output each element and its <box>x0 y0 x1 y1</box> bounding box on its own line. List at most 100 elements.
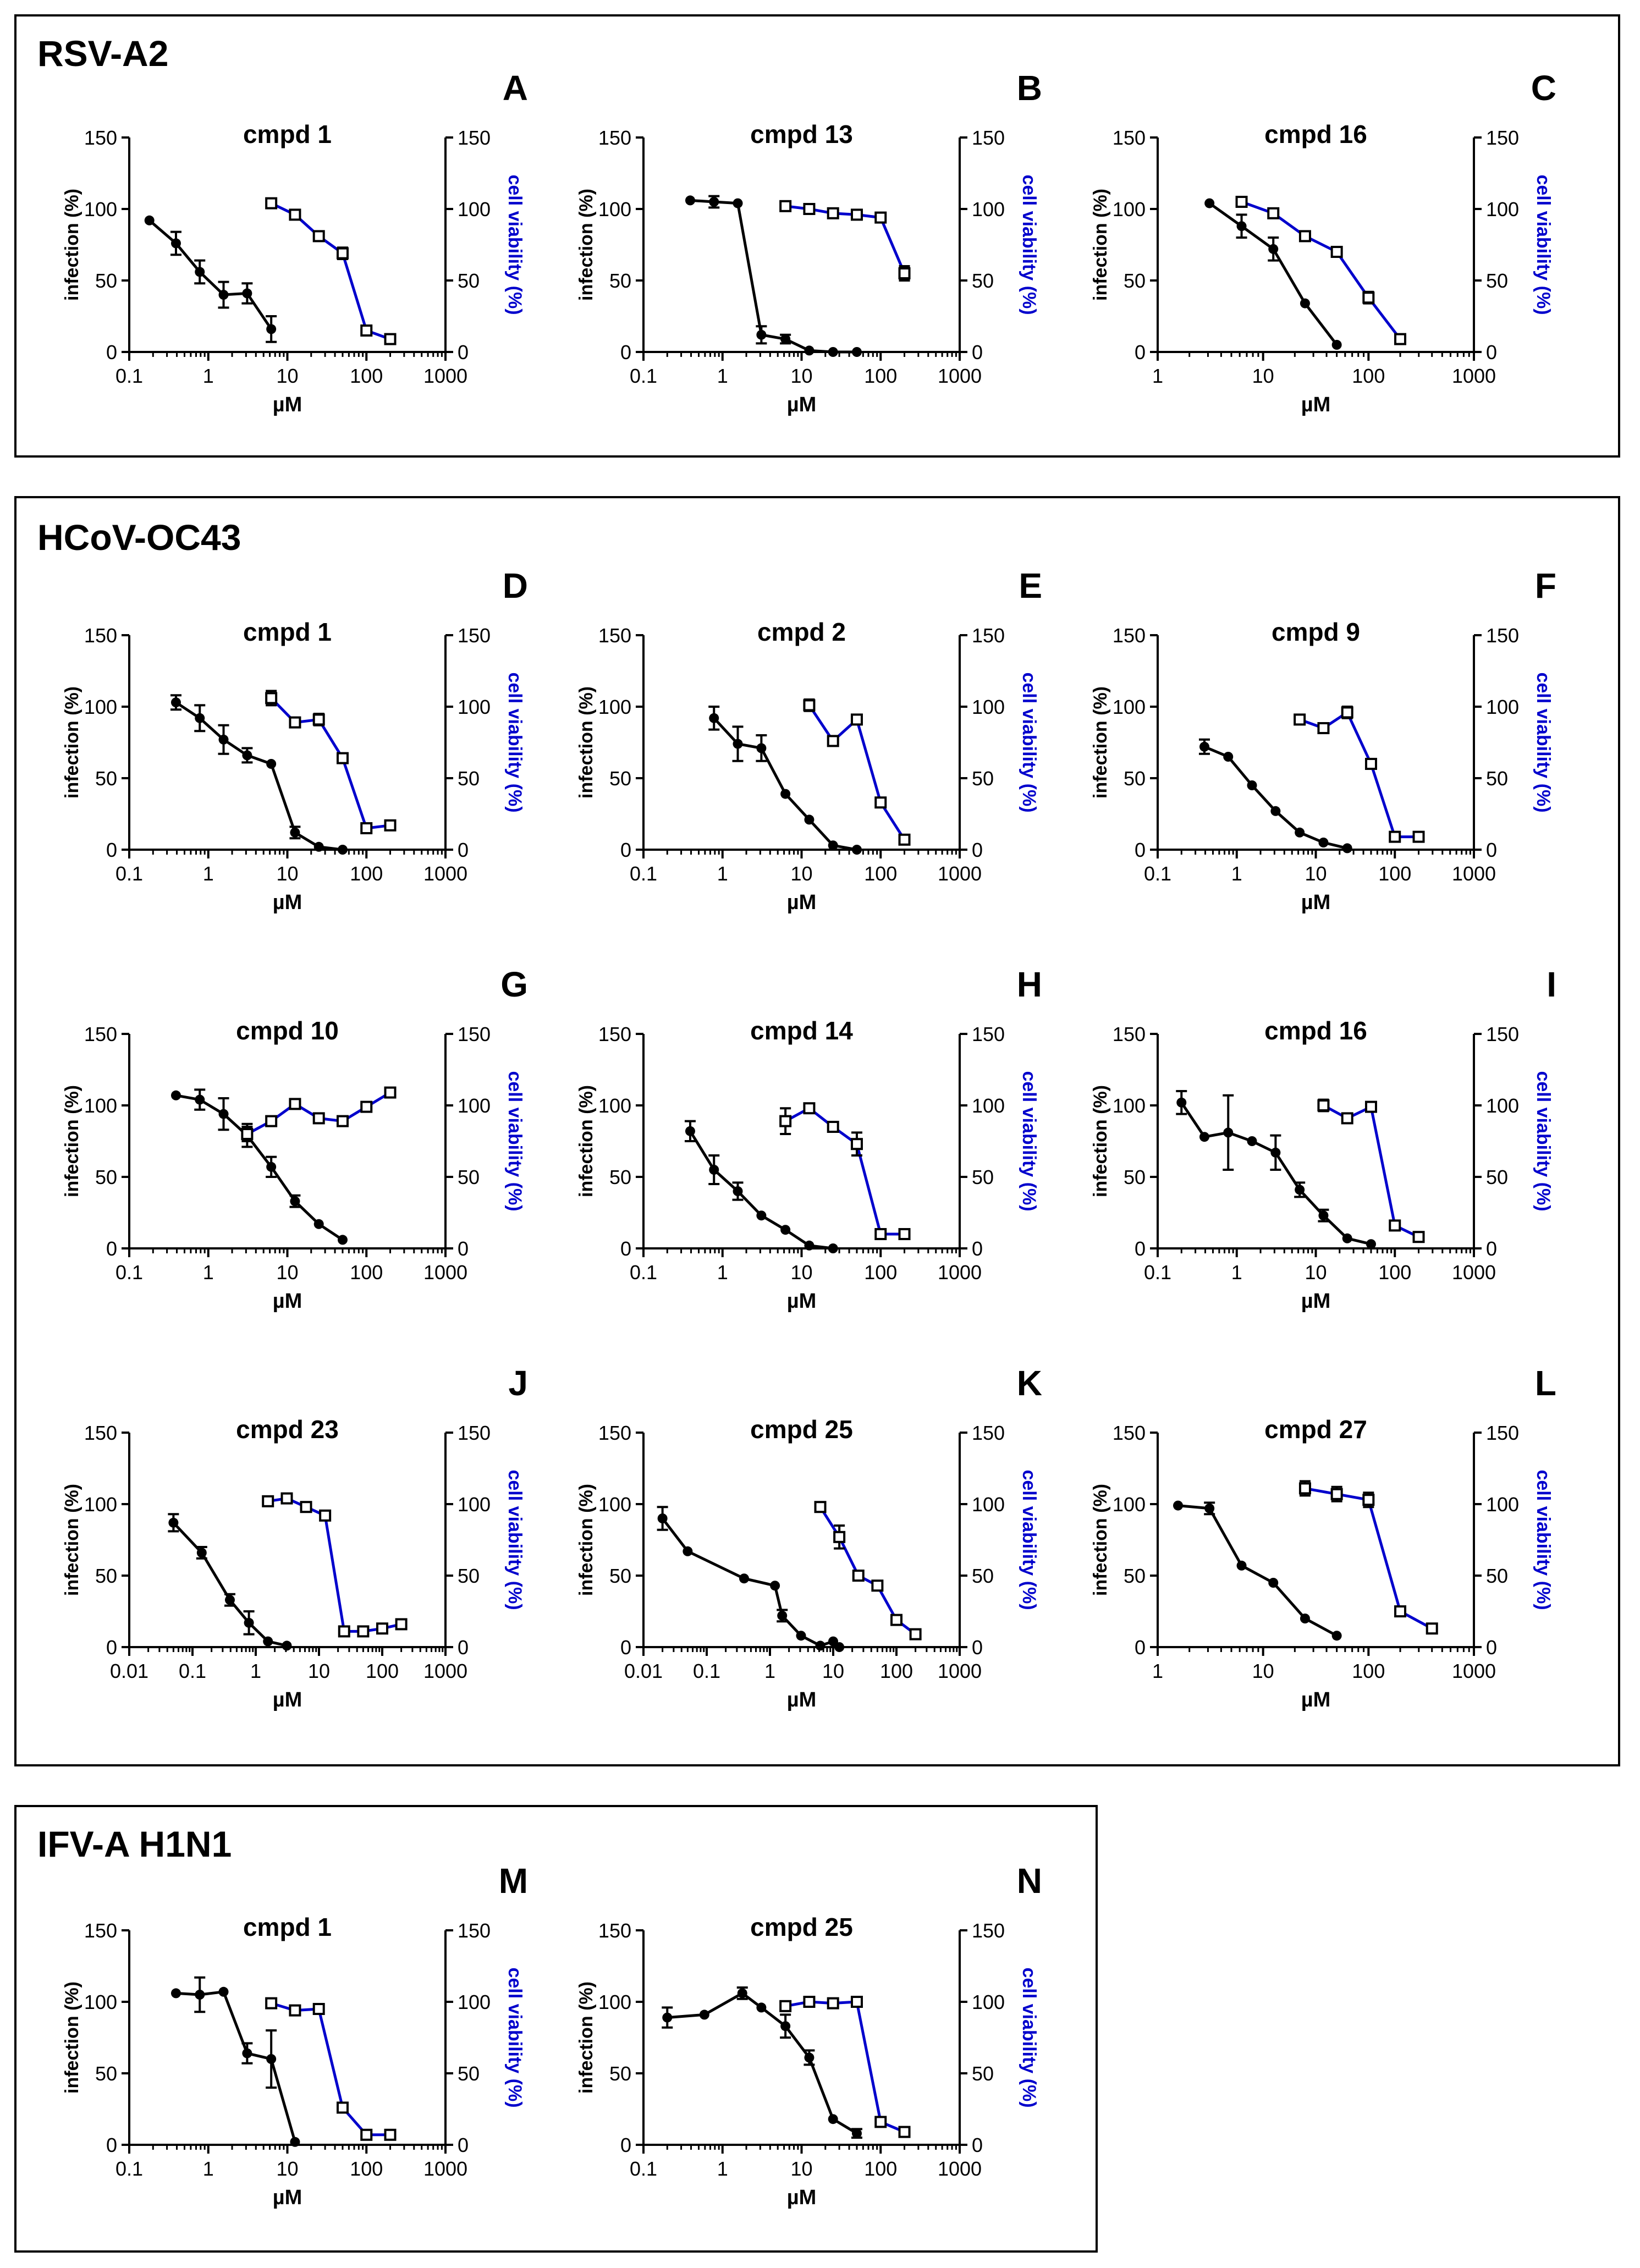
right-y-tick-label: 150 <box>458 624 491 647</box>
right-axis-label: cell viability (%) <box>504 1071 525 1211</box>
infection-point <box>1342 843 1352 854</box>
infection-point <box>1331 1631 1342 1641</box>
viability-point <box>289 208 301 221</box>
x-tick-label: 0.1 <box>630 1261 657 1284</box>
viability-point <box>384 1086 397 1099</box>
viability-point <box>1394 333 1407 345</box>
chart-title: cmpd 10 <box>236 1016 339 1045</box>
viability-point <box>338 1625 350 1638</box>
viability-point <box>1341 1112 1353 1125</box>
infection-point <box>851 845 862 855</box>
right-y-tick-label: 0 <box>1486 839 1497 861</box>
x-tick-label: 100 <box>1378 862 1411 885</box>
viability-point <box>312 2003 325 2015</box>
left-axis-label: infection (%) <box>1090 1085 1111 1197</box>
viability-point <box>852 1570 865 1582</box>
left-axis-label: infection (%) <box>62 1484 82 1596</box>
x-axis-label: µM <box>273 393 302 416</box>
right-y-tick-label: 0 <box>1486 1237 1497 1260</box>
x-tick-label: 100 <box>864 862 897 885</box>
infection-point <box>709 197 719 207</box>
left-y-tick-label: 150 <box>1113 126 1146 149</box>
viability-series-line <box>1305 1487 1433 1630</box>
infection-point <box>224 1595 235 1605</box>
x-tick-label: 100 <box>864 2157 897 2180</box>
infection-point <box>1247 780 1257 790</box>
x-tick-label: 10 <box>276 2157 298 2180</box>
left-y-tick-label: 100 <box>598 1493 631 1516</box>
viability-point <box>384 819 397 832</box>
left-y-tick-label: 150 <box>598 1919 631 1942</box>
left-y-tick-label: 50 <box>1124 1565 1146 1587</box>
chart-title: cmpd 16 <box>1264 1016 1367 1045</box>
chart-title: cmpd 13 <box>750 120 853 148</box>
panel-letter: I <box>1547 965 1556 1004</box>
infection-point <box>834 1642 845 1652</box>
infection-series-line <box>148 219 273 330</box>
left-y-tick-label: 0 <box>620 839 631 861</box>
infection-point <box>290 2137 300 2147</box>
chart-title: cmpd 2 <box>757 618 846 646</box>
infection-series-line <box>690 199 857 354</box>
right-y-tick-label: 50 <box>458 1565 480 1587</box>
x-tick-label: 1 <box>203 2157 214 2180</box>
infection-point <box>733 198 743 208</box>
viability-point <box>874 1228 887 1240</box>
infection-series-line <box>1177 1504 1338 1637</box>
right-y-tick-label: 100 <box>1486 1493 1519 1516</box>
left-axis-label: infection (%) <box>576 189 597 301</box>
x-tick-label: 1000 <box>938 365 982 387</box>
right-y-tick-label: 50 <box>458 767 480 790</box>
x-tick-label: 1000 <box>423 862 467 885</box>
group-title-rsv-a2: RSV-A2 <box>37 33 169 74</box>
viability-series-line <box>267 1497 402 1633</box>
viability-point <box>300 1501 312 1513</box>
infection-point <box>1173 1500 1184 1511</box>
infection-point <box>804 2052 815 2063</box>
left-y-tick-label: 50 <box>609 269 631 292</box>
panel-letter: D <box>503 566 528 605</box>
x-axis-label: µM <box>273 2186 302 2209</box>
right-y-tick-label: 150 <box>1486 624 1519 647</box>
x-tick-label: 100 <box>350 862 383 885</box>
right-axis-label: cell viability (%) <box>504 174 525 315</box>
right-axis-label: cell viability (%) <box>1533 1071 1554 1211</box>
x-tick-label: 1 <box>1152 1660 1163 1682</box>
infection-point <box>1366 1239 1376 1249</box>
x-tick-label: 100 <box>880 1660 913 1682</box>
left-y-tick-label: 50 <box>609 1565 631 1587</box>
right-y-tick-label: 150 <box>972 1023 1005 1045</box>
x-tick-label: 10 <box>1252 365 1274 387</box>
left-axis-label: infection (%) <box>62 1981 82 2094</box>
left-y-tick-label: 150 <box>84 624 117 647</box>
infection-series-line <box>175 1990 296 2143</box>
infection-point <box>266 1161 277 1172</box>
infection-point <box>1268 1578 1279 1588</box>
viability-point <box>874 211 887 224</box>
x-tick-label: 0.1 <box>630 365 657 387</box>
left-y-tick-label: 0 <box>106 839 117 861</box>
x-tick-label: 10 <box>276 365 298 387</box>
infection-point <box>1247 1136 1257 1146</box>
left-y-tick-label: 100 <box>598 1094 631 1117</box>
infection-point <box>313 841 324 852</box>
infection-point <box>828 347 838 357</box>
right-y-tick-label: 50 <box>1486 269 1508 292</box>
infection-point <box>266 759 277 769</box>
infection-series-line <box>1208 202 1338 346</box>
left-y-tick-label: 0 <box>1135 839 1146 861</box>
x-tick-label: 10 <box>790 1261 812 1284</box>
viability-point <box>1412 1231 1425 1243</box>
right-axis-label: cell viability (%) <box>1019 1967 1039 2107</box>
x-tick-label: 100 <box>366 1660 399 1682</box>
x-tick-label: 10 <box>308 1660 330 1682</box>
left-y-tick-label: 50 <box>95 269 117 292</box>
x-axis-label: µM <box>1301 891 1331 914</box>
right-y-tick-label: 150 <box>458 1919 491 1942</box>
viability-point <box>336 2101 349 2114</box>
left-y-tick-label: 0 <box>620 2134 631 2156</box>
